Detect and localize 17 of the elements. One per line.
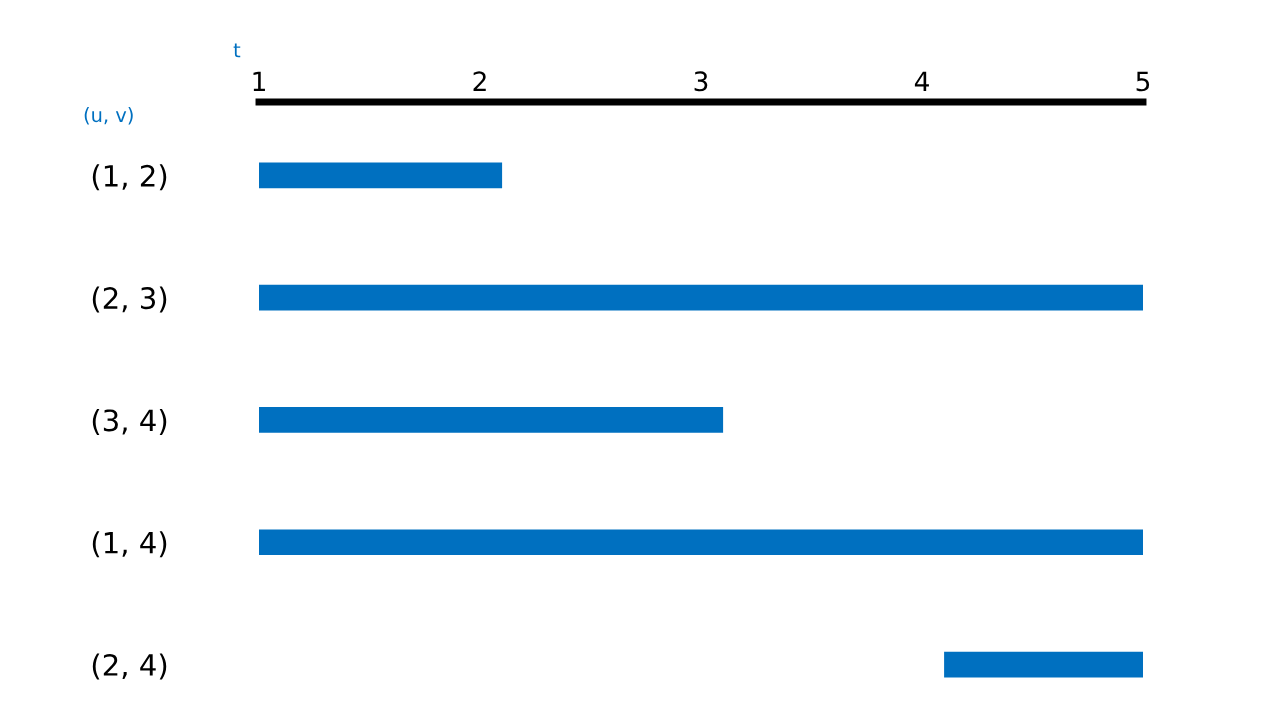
x-tick-label: 1 — [253, 71, 265, 91]
bar — [944, 651, 1143, 678]
y-tick-label: (3, 4) — [92, 408, 167, 435]
y-tick-label: (2, 4) — [92, 653, 167, 680]
y-tick-label: (2, 3) — [92, 286, 167, 313]
y-tick-label: (1, 4) — [92, 531, 167, 558]
bar — [259, 407, 724, 433]
x-tick-label: 2 — [473, 71, 486, 91]
x-tick-label: 4 — [914, 71, 929, 91]
x-axis-title: t — [233, 43, 241, 58]
y-tick-label: (1, 2) — [92, 164, 167, 191]
bar — [259, 162, 503, 189]
x-tick-label: 5 — [1136, 71, 1150, 92]
bar — [259, 529, 1143, 556]
bar — [259, 284, 1143, 311]
y-axis-title: (u, v) — [84, 107, 133, 125]
x-tick-label: 3 — [694, 71, 708, 92]
